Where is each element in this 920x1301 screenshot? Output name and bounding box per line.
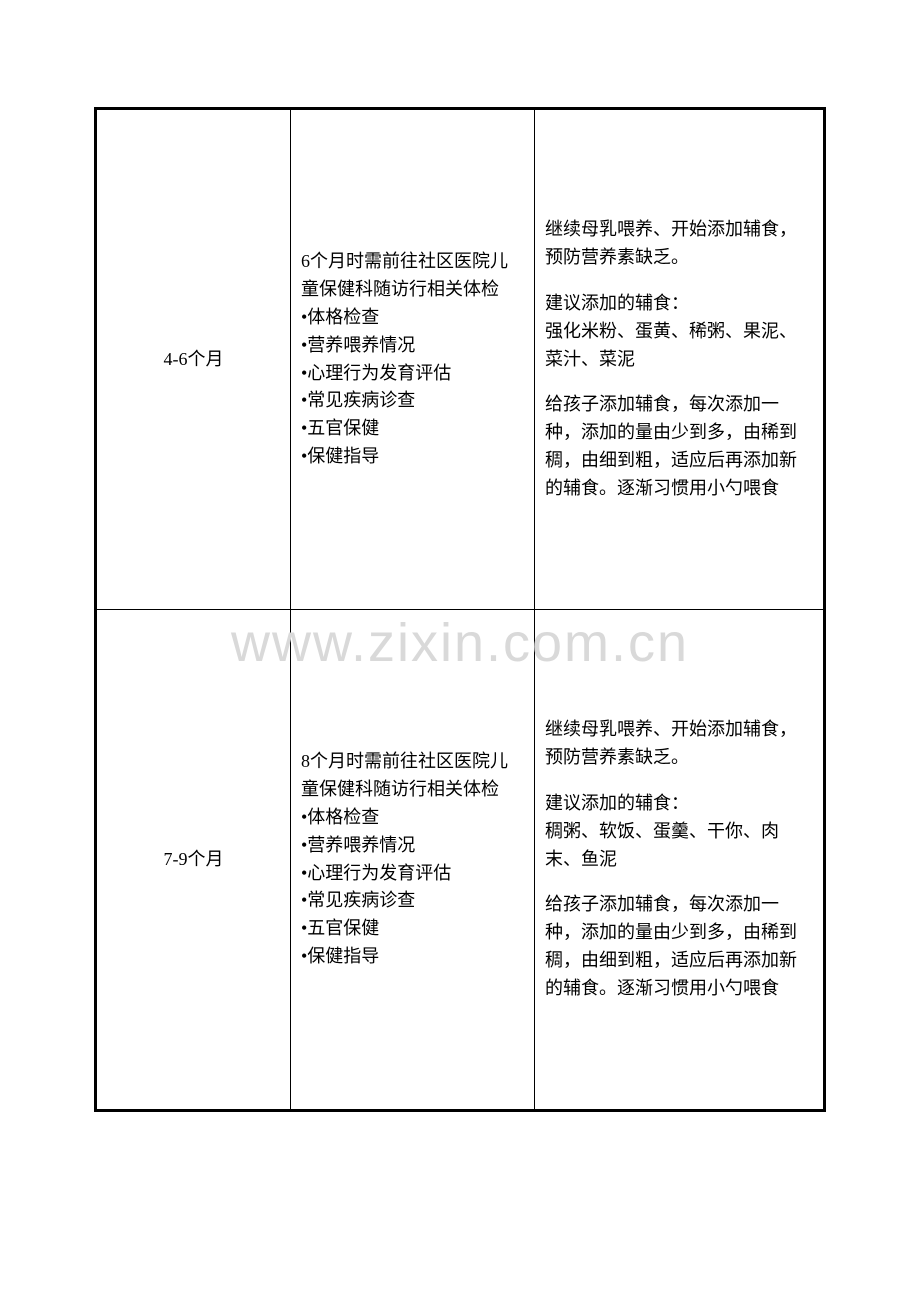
checkup-cell: 6个月时需前往社区医院儿童保健科随访行相关体检 •体格检查 •营养喂养情况 •心… (291, 109, 535, 610)
advice-paragraph: 建议添加的辅食： 强化米粉、蛋黄、稀粥、果泥、菜汁、菜泥 (545, 290, 813, 374)
checkup-bullet: •体格检查 (301, 804, 524, 832)
age-cell: 4-6个月 (96, 109, 291, 610)
page-container: 4-6个月 6个月时需前往社区医院儿童保健科随访行相关体检 •体格检查 •营养喂… (0, 0, 920, 1112)
age-cell: 7-9个月 (96, 610, 291, 1111)
table-row: 4-6个月 6个月时需前往社区医院儿童保健科随访行相关体检 •体格检查 •营养喂… (96, 109, 825, 610)
checkup-bullet: •心理行为发育评估 (301, 860, 524, 888)
advice-cell: 继续母乳喂养、开始添加辅食，预防营养素缺乏。 建议添加的辅食： 稠粥、软饭、蛋羹… (535, 610, 825, 1111)
advice-paragraph: 建议添加的辅食： 稠粥、软饭、蛋羹、干你、肉末、鱼泥 (545, 790, 813, 874)
checkup-bullet: •保健指导 (301, 443, 524, 471)
checkup-bullet: •常见疾病诊查 (301, 387, 524, 415)
checkup-bullet: •保健指导 (301, 943, 524, 971)
checkup-bullet: •常见疾病诊查 (301, 887, 524, 915)
advice-cell: 继续母乳喂养、开始添加辅食，预防营养素缺乏。 建议添加的辅食： 强化米粉、蛋黄、… (535, 109, 825, 610)
advice-items: 稠粥、软饭、蛋羹、干你、肉末、鱼泥 (545, 818, 813, 874)
checkup-intro: 6个月时需前往社区医院儿童保健科随访行相关体检 (301, 248, 524, 304)
advice-paragraph: 继续母乳喂养、开始添加辅食，预防营养素缺乏。 (545, 216, 813, 272)
checkup-bullet: •体格检查 (301, 304, 524, 332)
checkup-bullet: •营养喂养情况 (301, 332, 524, 360)
age-text: 7-9个月 (164, 849, 224, 869)
advice-paragraph: 给孩子添加辅食，每次添加一种，添加的量由少到多，由稀到稠，由细到粗，适应后再添加… (545, 891, 813, 1003)
checkup-bullet: •五官保健 (301, 915, 524, 943)
checkup-intro: 8个月时需前往社区医院儿童保健科随访行相关体检 (301, 748, 524, 804)
health-table: 4-6个月 6个月时需前往社区医院儿童保健科随访行相关体检 •体格检查 •营养喂… (94, 107, 826, 1112)
checkup-cell: 8个月时需前往社区医院儿童保健科随访行相关体检 •体格检查 •营养喂养情况 •心… (291, 610, 535, 1111)
age-text: 4-6个月 (164, 349, 224, 369)
advice-items: 强化米粉、蛋黄、稀粥、果泥、菜汁、菜泥 (545, 318, 813, 374)
checkup-bullet: •心理行为发育评估 (301, 360, 524, 388)
advice-paragraph: 继续母乳喂养、开始添加辅食，预防营养素缺乏。 (545, 716, 813, 772)
checkup-bullet: •营养喂养情况 (301, 832, 524, 860)
checkup-bullet: •五官保健 (301, 415, 524, 443)
table-row: 7-9个月 8个月时需前往社区医院儿童保健科随访行相关体检 •体格检查 •营养喂… (96, 610, 825, 1111)
advice-label: 建议添加的辅食： (545, 790, 813, 818)
advice-label: 建议添加的辅食： (545, 290, 813, 318)
advice-paragraph: 给孩子添加辅食，每次添加一种，添加的量由少到多，由稀到稠，由细到粗，适应后再添加… (545, 391, 813, 503)
